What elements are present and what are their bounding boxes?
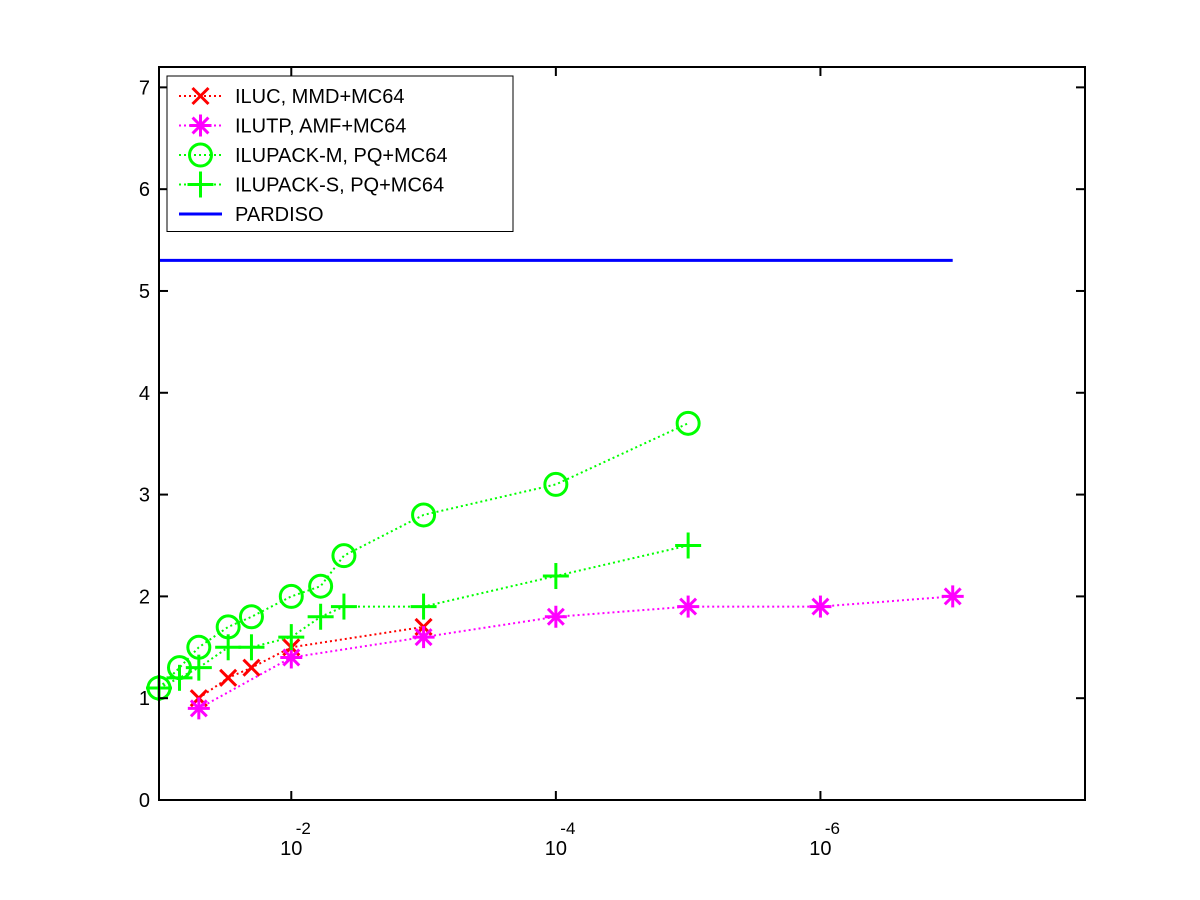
series-3-point-7: [330, 593, 357, 620]
series-2-point-10: [675, 410, 701, 436]
series-2-point-4-ring: [238, 604, 264, 630]
series-3-point-10: [675, 532, 702, 559]
x-tick-label-exponent-1: -4: [560, 819, 575, 838]
series-2-point-8-ring: [411, 502, 437, 528]
axes-frame: [158, 66, 1086, 801]
series-2-point-7-ring: [331, 543, 357, 569]
legend-marker-1: [189, 114, 212, 137]
x-tick-label-exponent-2: -6: [825, 819, 840, 838]
y-tick-label-2: 2: [139, 586, 150, 608]
series-2-point-9-ring: [543, 471, 569, 497]
series-2-point-4: [238, 604, 264, 630]
series-1-point-5: [809, 595, 832, 618]
series-1-point-3: [544, 605, 567, 628]
plot-area: [146, 258, 964, 720]
x-tick-label-base-0: 10: [280, 838, 302, 860]
series-3-point-1: [166, 664, 193, 691]
legend-label-4: PARDISO: [235, 204, 324, 226]
series-3-point-8: [410, 593, 437, 620]
legend-marker-0-stroke-b: [191, 86, 210, 106]
series-1-point-5-stroke-b: [811, 597, 830, 616]
series-2-point-6-ring: [308, 573, 334, 599]
x-tick-label-base-1: 10: [545, 838, 567, 860]
series-3-point-6: [307, 603, 334, 630]
series-2-point-10-ring: [675, 410, 701, 436]
series-line-3: [158, 544, 689, 689]
legend-label-0: ILUC, MMD+MC64: [235, 86, 404, 108]
legend: ILUC, MMD+MC64 ILUTP, AMF+MC64 ILUPACK-M, …: [166, 75, 514, 232]
series-2-point-5-ring: [278, 583, 304, 609]
legend-label-1: ILUTP, AMF+MC64: [235, 116, 406, 138]
series-0-point-2: [242, 658, 261, 677]
series-3-point-5: [278, 624, 305, 651]
x-tick-label-base-2: 10: [809, 838, 831, 860]
y-tick-label-4: 4: [139, 383, 150, 405]
y-tick-label-3: 3: [139, 485, 150, 507]
series-1-point-0-stroke-b: [189, 699, 208, 718]
series-0-point-1: [219, 668, 238, 687]
series-2-point-9: [543, 471, 569, 497]
series-1-point-4-stroke-b: [679, 597, 698, 616]
series-2-point-7: [331, 543, 357, 569]
series-3-point-2: [185, 654, 212, 681]
x-tick-label-exponent-0: -2: [296, 819, 311, 838]
series-1-point-1: [280, 646, 303, 669]
legend-marker-2-ring: [188, 142, 213, 168]
series-1-point-4: [677, 595, 700, 618]
series-1-point-1-stroke-b: [282, 648, 301, 667]
series-3-point-4: [238, 634, 265, 661]
series-1-point-6-stroke-b: [943, 587, 962, 606]
y-tick-label-7: 7: [139, 77, 150, 99]
y-tick-label-1: 1: [139, 688, 150, 710]
y-tick-label-5: 5: [139, 281, 150, 303]
series-2-point-8: [411, 502, 437, 528]
series-1-point-2-stroke-b: [414, 628, 433, 647]
legend-marker-1-stroke-b: [191, 116, 210, 135]
legend-label-3: ILUPACK-S, PQ+MC64: [235, 175, 444, 197]
legend-marker-0: [191, 86, 210, 106]
y-tick-label-0: 0: [139, 790, 150, 812]
series-0-point-1-stroke-b: [219, 668, 238, 687]
legend-marker-3: [187, 171, 214, 198]
series-3-point-9: [542, 563, 569, 590]
legend-label-2: ILUPACK-M, PQ+MC64: [235, 145, 447, 167]
series-1-point-2: [412, 626, 435, 649]
series-3-point-3: [215, 634, 242, 661]
series-1-point-6: [941, 585, 964, 608]
series-1-point-0: [187, 697, 210, 720]
legend-marker-2: [188, 142, 213, 168]
legend-box: [166, 75, 514, 232]
series-2-point-5: [278, 583, 304, 609]
series-2-point-6: [308, 573, 334, 599]
y-tick-label-6: 6: [139, 179, 150, 201]
series-0-point-2-stroke-b: [242, 658, 261, 677]
series-1-point-3-stroke-b: [546, 607, 565, 626]
